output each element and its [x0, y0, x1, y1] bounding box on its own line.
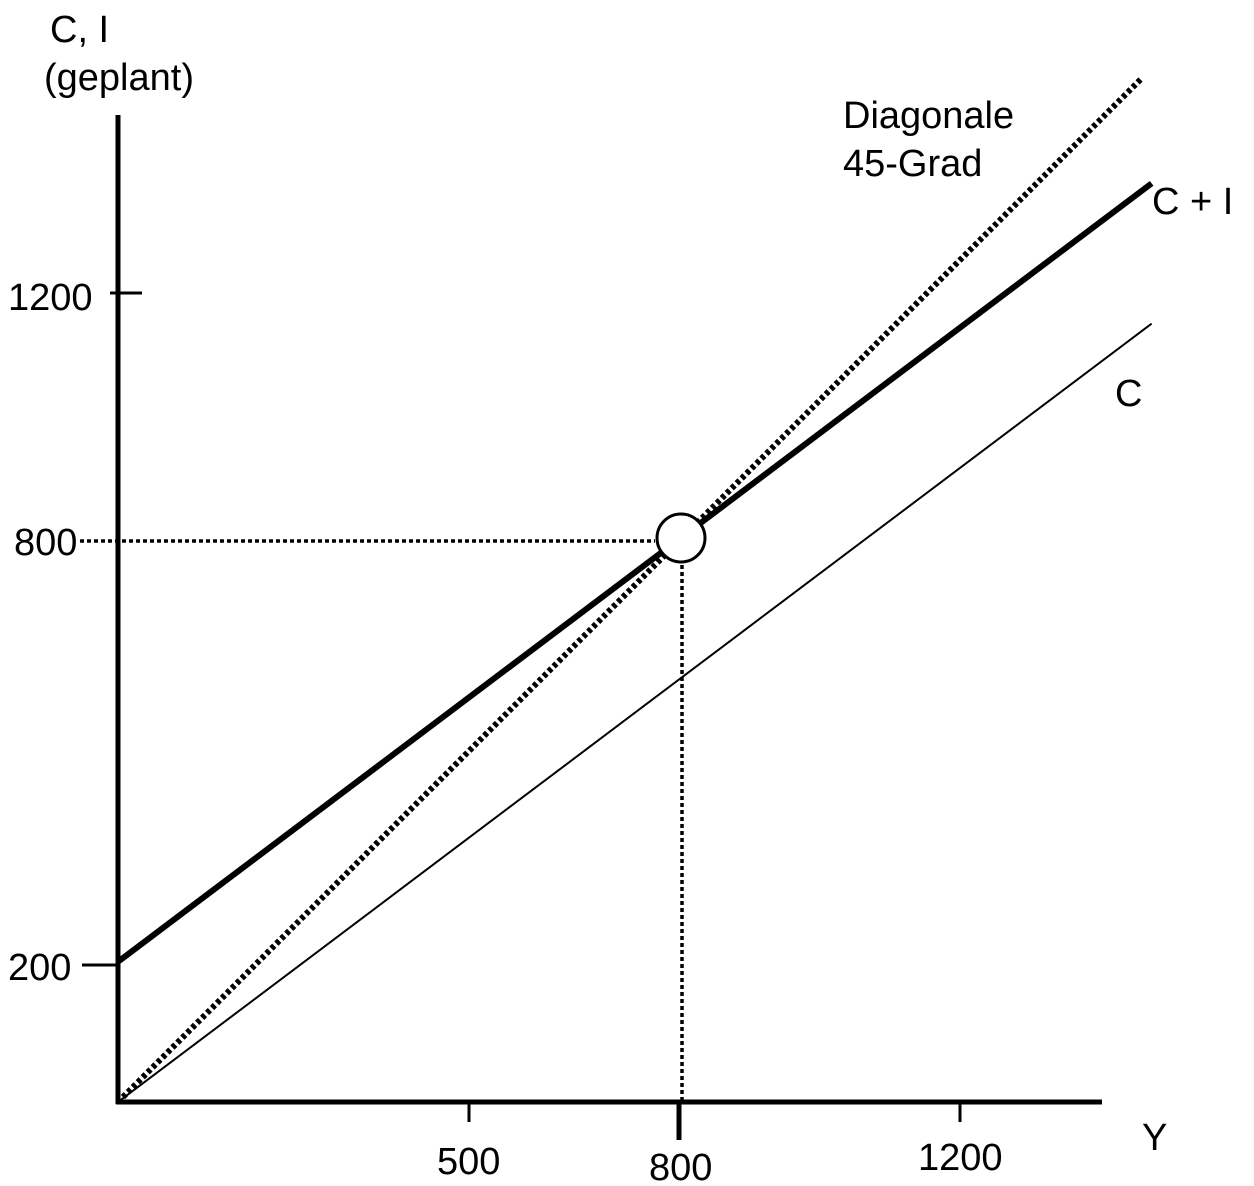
x-tick-label-800: 800	[649, 1147, 712, 1186]
equilibrium-marker	[655, 512, 707, 564]
x-tick-label-1200: 1200	[918, 1137, 1003, 1179]
y-axis-label-line2: (geplant)	[44, 57, 194, 99]
series-layer	[115, 76, 1154, 1105]
marker-layer	[655, 512, 707, 564]
y-tick-label-800: 800	[14, 522, 77, 564]
series-label-diagonal-line2: 45-Grad	[843, 143, 982, 185]
series-line-c-i	[116, 180, 1154, 965]
y-tick-label-1200: 1200	[8, 277, 93, 319]
x-tick-label-500: 500	[437, 1141, 500, 1183]
y-tick-label-200: 200	[8, 947, 71, 989]
y-axis-label-line1: C, I	[50, 9, 109, 51]
series-label-diagonal-line1: Diagonale	[843, 95, 1014, 137]
equilibrium-guides	[80, 539, 684, 1102]
series-label-c-plus-i: C + I	[1152, 181, 1233, 223]
series-line-c	[117, 322, 1153, 1103]
series-line-diagonale-45-grad	[115, 76, 1144, 1105]
series-label-c: C	[1115, 373, 1142, 415]
x-axis-label: Y	[1142, 1117, 1167, 1159]
